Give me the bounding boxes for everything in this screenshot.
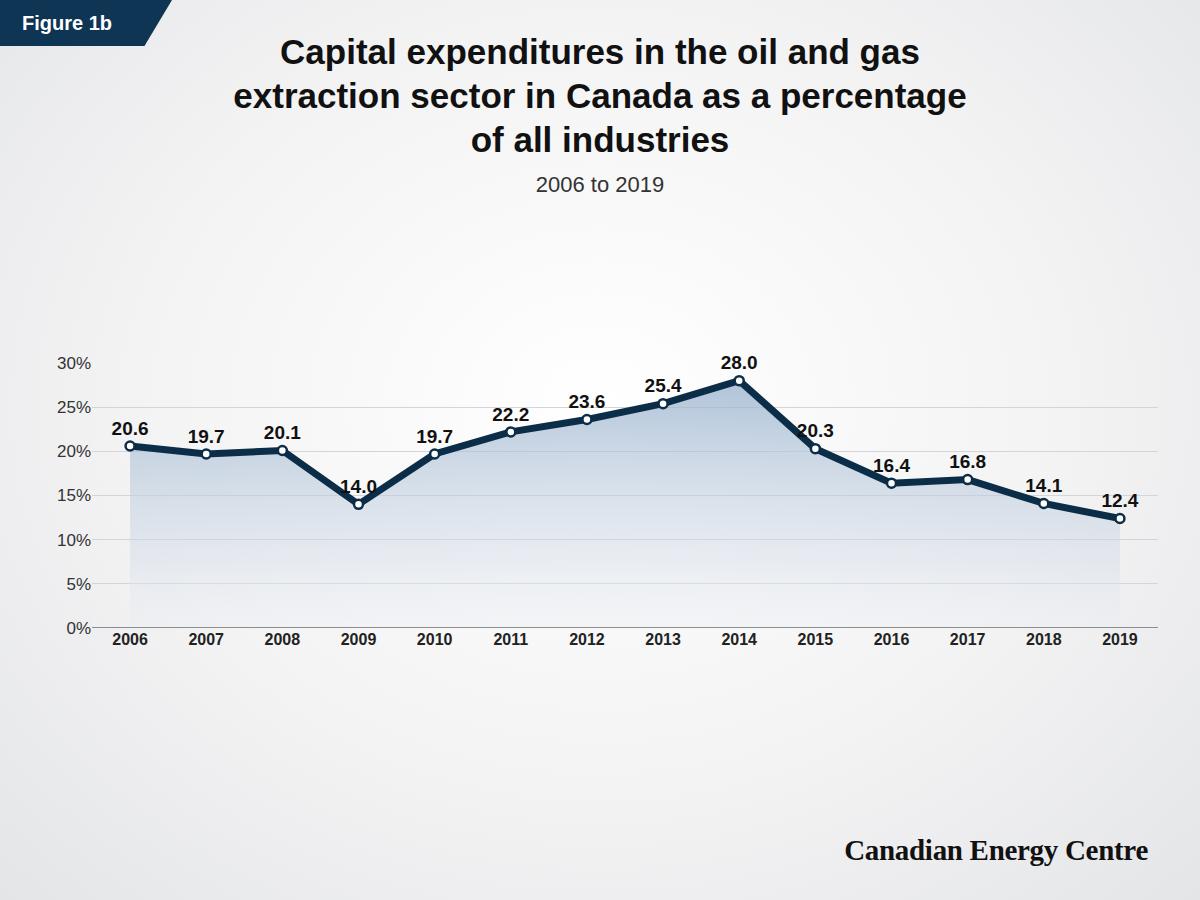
svg-text:2006: 2006 (112, 631, 148, 648)
html-text:Figure 1b: Figure 1b (22, 12, 112, 34)
svg-text:20.3: 20.3 (797, 420, 834, 441)
svg-text:16.4: 16.4 (873, 455, 910, 476)
svg-text:2011: 2011 (493, 631, 528, 648)
svg-text:2014: 2014 (721, 631, 757, 648)
svg-text:2018: 2018 (1026, 631, 1062, 648)
svg-text:5%: 5% (66, 575, 91, 594)
svg-text:0%: 0% (66, 619, 91, 638)
svg-text:28.0: 28.0 (721, 352, 758, 373)
svg-text:2019: 2019 (1102, 631, 1138, 648)
svg-text:2009: 2009 (341, 631, 377, 648)
html-text:Canadian Energy Centre: Canadian Energy Centre (844, 834, 1148, 866)
svg-text:12.4: 12.4 (1101, 490, 1138, 511)
svg-text:19.7: 19.7 (188, 426, 225, 447)
svg-text:30%: 30% (57, 354, 91, 373)
svg-text:20%: 20% (57, 442, 91, 461)
svg-text:10%: 10% (57, 531, 91, 550)
svg-text:15%: 15% (57, 486, 91, 505)
svg-text:19.7: 19.7 (416, 426, 453, 447)
svg-text:25%: 25% (57, 398, 91, 417)
svg-text:14.1: 14.1 (1025, 475, 1062, 496)
svg-text:2016: 2016 (874, 631, 910, 648)
html-text:Capital expenditures in the oi: Capital expenditures in the oil and gas … (233, 32, 967, 159)
svg-text:14.0: 14.0 (340, 476, 377, 497)
svg-text:2007: 2007 (188, 631, 224, 648)
svg-text:16.8: 16.8 (949, 451, 986, 472)
svg-text:2015: 2015 (798, 631, 834, 648)
html-text:2006 to 2019: 2006 to 2019 (535, 172, 665, 197)
svg-text:2012: 2012 (569, 631, 605, 648)
svg-text:2017: 2017 (950, 631, 986, 648)
svg-text:20.1: 20.1 (264, 422, 301, 443)
svg-text:25.4: 25.4 (645, 375, 682, 396)
svg-text:2008: 2008 (265, 631, 301, 648)
svg-text:2010: 2010 (417, 631, 453, 648)
svg-text:20.6: 20.6 (112, 418, 149, 439)
svg-text:2013: 2013 (645, 631, 681, 648)
svg-text:23.6: 23.6 (568, 391, 605, 412)
svg-text:22.2: 22.2 (492, 404, 529, 425)
